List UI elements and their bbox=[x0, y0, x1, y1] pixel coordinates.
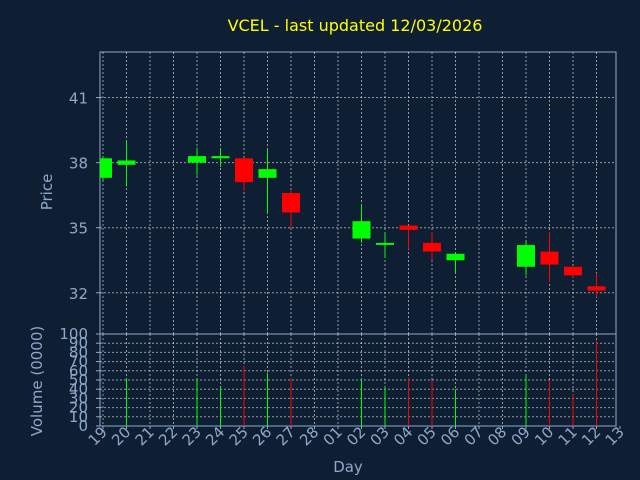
x-tick-label: 20 bbox=[108, 423, 134, 449]
volume-tick-label: 0 bbox=[78, 417, 88, 435]
candle-body bbox=[540, 251, 559, 265]
price-tick-label: 32 bbox=[69, 285, 88, 303]
x-tick-label: 05 bbox=[414, 423, 440, 449]
volume-tick-label: 90 bbox=[69, 334, 88, 352]
volume-tick-label: 30 bbox=[69, 389, 88, 407]
chart-title: VCEL - last updated 12/03/2026 bbox=[228, 16, 483, 35]
volume-grid bbox=[99, 333, 617, 427]
volume-tick-label: 100 bbox=[59, 325, 88, 343]
candle-body bbox=[117, 160, 136, 165]
x-tick-label: 08 bbox=[484, 423, 510, 449]
candle-body bbox=[100, 158, 112, 178]
volume-tick-label: 50 bbox=[69, 371, 88, 389]
price-tick-label: 35 bbox=[69, 220, 88, 238]
x-tick-label: 01 bbox=[320, 423, 346, 449]
x-tick-label: 06 bbox=[437, 423, 463, 449]
x-tick-label: 25 bbox=[226, 423, 252, 449]
x-tick-label: 22 bbox=[155, 423, 181, 449]
x-tick-label: 10 bbox=[531, 423, 557, 449]
x-tick-label: 19 bbox=[85, 423, 111, 449]
x-tick-label: 11 bbox=[555, 423, 581, 449]
x-tick-label: 04 bbox=[390, 423, 416, 449]
candle-body bbox=[211, 156, 230, 159]
candle-body bbox=[423, 242, 441, 252]
volume-tick-label: 20 bbox=[69, 399, 88, 417]
x-ticks: 1920212223242526272801020304050607080910… bbox=[85, 423, 628, 449]
x-tick-label: 12 bbox=[578, 423, 604, 449]
x-tick-label: 23 bbox=[179, 423, 205, 449]
volume-tick-label: 80 bbox=[69, 343, 88, 361]
volume-tick-label: 60 bbox=[69, 362, 88, 380]
price-y-ticks: 32 35 38 41 bbox=[69, 90, 100, 303]
candle-body bbox=[399, 225, 418, 230]
candle-body bbox=[188, 156, 206, 163]
candle-body bbox=[258, 169, 277, 178]
x-tick-label: 28 bbox=[296, 423, 322, 449]
volume-tick-label: 70 bbox=[69, 353, 88, 371]
volume-tick-label: 10 bbox=[69, 408, 88, 426]
price-axis-label: Price bbox=[38, 174, 56, 211]
candle-body bbox=[376, 242, 394, 245]
volume-axis-label: Volume (0000) bbox=[28, 326, 46, 436]
volume-tick-label: 40 bbox=[69, 380, 88, 398]
price-panel-frame bbox=[99, 51, 617, 335]
price-tick-label: 41 bbox=[69, 90, 88, 108]
x-tick-label: 02 bbox=[343, 423, 369, 449]
x-tick-label: 27 bbox=[273, 423, 299, 449]
candle-body bbox=[352, 221, 371, 239]
price-grid bbox=[99, 51, 617, 335]
candle-body bbox=[235, 158, 253, 183]
x-tick-label: 03 bbox=[367, 423, 393, 449]
candle-body bbox=[517, 245, 535, 267]
x-tick-label: 21 bbox=[132, 423, 158, 449]
price-tick-label: 38 bbox=[69, 155, 88, 173]
x-tick-label: 09 bbox=[508, 423, 534, 449]
candle-body bbox=[587, 286, 606, 291]
x-tick-label: 26 bbox=[249, 423, 275, 449]
x-axis-label: Day bbox=[333, 458, 363, 476]
candle-body bbox=[282, 193, 300, 213]
volume-bars bbox=[126, 340, 597, 426]
candle-body bbox=[446, 253, 465, 261]
x-tick-label: 24 bbox=[202, 423, 228, 449]
price-candles bbox=[100, 140, 606, 298]
x-tick-label: 13 bbox=[602, 423, 628, 449]
candle-body bbox=[564, 266, 582, 276]
x-tick-label: 07 bbox=[461, 423, 487, 449]
